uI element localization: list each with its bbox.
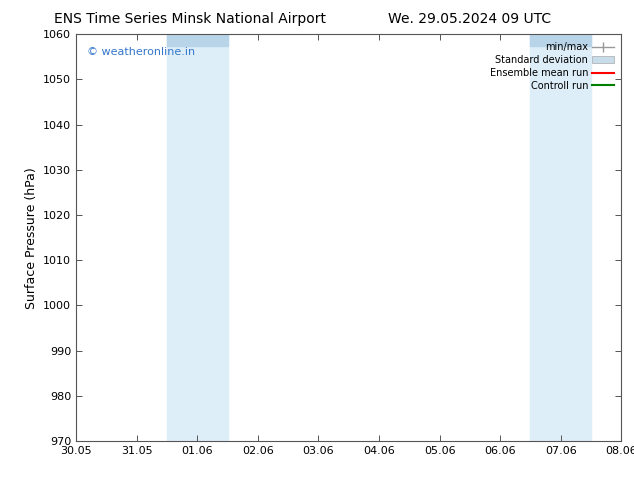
Bar: [531, 34, 591, 46]
Bar: [531, 34, 591, 441]
Text: We. 29.05.2024 09 UTC: We. 29.05.2024 09 UTC: [387, 12, 551, 26]
Text: ENS Time Series Minsk National Airport: ENS Time Series Minsk National Airport: [54, 12, 327, 26]
Text: © weatheronline.in: © weatheronline.in: [87, 47, 195, 56]
Legend: min/max, Standard deviation, Ensemble mean run, Controll run: min/max, Standard deviation, Ensemble me…: [487, 39, 616, 94]
Bar: [167, 34, 228, 441]
Bar: [167, 34, 228, 46]
Y-axis label: Surface Pressure (hPa): Surface Pressure (hPa): [25, 167, 37, 309]
